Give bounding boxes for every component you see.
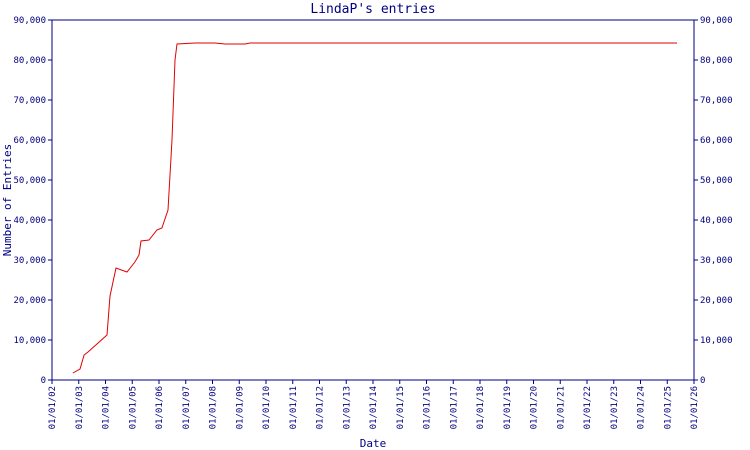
x-tick-label: 01/01/08 [209,386,219,429]
y-tick-label: 70,000 [13,96,46,106]
y-tick-label: 50,000 [13,176,46,186]
y-tick-label: 90,000 [13,16,46,26]
x-tick-label: 01/01/20 [530,386,540,429]
data-line [72,42,677,374]
y2-tick-label: 90,000 [700,16,733,26]
x-tick-label: 01/01/04 [102,386,112,429]
x-tick-label: 01/01/16 [423,386,433,429]
x-tick-label: 01/01/23 [610,386,620,429]
x-tick-label: 01/01/21 [556,386,566,429]
x-tick-label: 01/01/05 [128,386,138,429]
y-tick-label: 30,000 [13,256,46,266]
y2-tick-label: 70,000 [700,96,733,106]
y-tick-label: 40,000 [13,216,46,226]
x-axis-label: Date [360,437,387,450]
x-tick-label: 01/01/17 [449,386,459,429]
x-tick-label: 01/01/25 [663,386,673,429]
x-tick-label: 01/01/07 [182,386,192,429]
x-tick-label: 01/01/13 [342,386,352,429]
x-tick-label: 01/01/18 [476,386,486,429]
y-tick-label: 0 [41,376,46,386]
x-tick-label: 01/01/26 [690,386,700,429]
y2-tick-label: 60,000 [700,136,733,146]
y2-tick-label: 10,000 [700,336,733,346]
y2-tick-label: 50,000 [700,176,733,186]
plot-frame [51,19,695,381]
y2-tick-label: 0 [700,376,705,386]
y2-tick-label: 40,000 [700,216,733,226]
x-tick-label: 01/01/06 [155,386,165,429]
x-tick-label: 01/01/02 [48,386,58,429]
x-tick-label: 01/01/24 [637,386,647,429]
y-tick-label: 10,000 [13,336,46,346]
x-tick-label: 01/01/22 [583,386,593,429]
x-tick-label: 01/01/12 [316,386,326,429]
y-tick-label: 80,000 [13,56,46,66]
x-tick-label: 01/01/09 [235,386,245,429]
x-tick-label: 01/01/14 [369,386,379,429]
x-tick-label: 01/01/10 [262,386,272,429]
y-tick-label: 20,000 [13,296,46,306]
y2-tick-label: 20,000 [700,296,733,306]
x-tick-label: 01/01/19 [503,386,513,429]
y2-tick-label: 30,000 [700,256,733,266]
x-tick-label: 01/01/11 [289,386,299,429]
y-tick-label: 60,000 [13,136,46,146]
x-tick-label: 01/01/03 [75,386,85,429]
x-tick-label: 01/01/15 [396,386,406,429]
chart-title: LindaP's entries [310,2,435,17]
y2-tick-label: 80,000 [700,56,733,66]
y-axis-label: Number of Entries [1,144,14,257]
